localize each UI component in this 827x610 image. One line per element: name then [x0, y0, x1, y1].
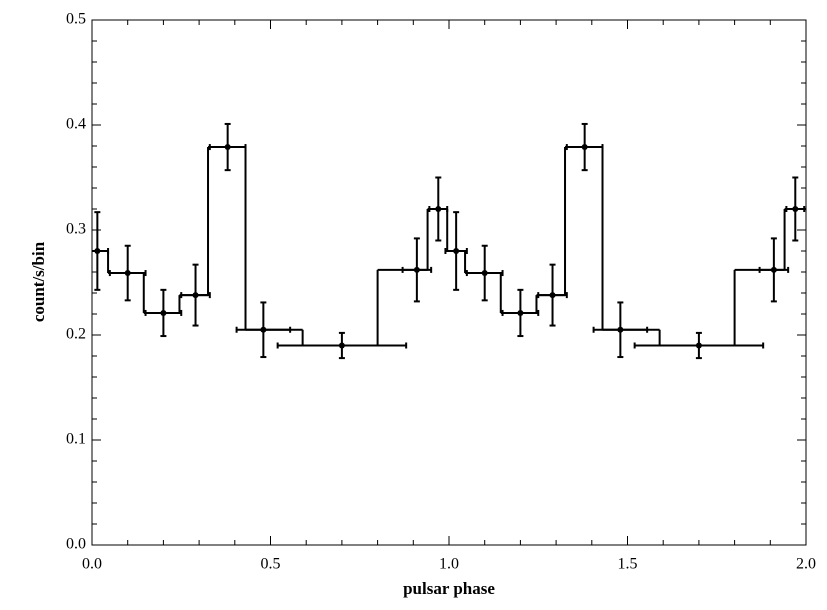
data-point: [94, 248, 101, 254]
x-axis-title: pulsar phase: [403, 579, 495, 598]
data-point: [124, 270, 131, 277]
data-point: [453, 248, 460, 254]
y-tick-label: 0.1: [66, 431, 86, 448]
x-tick-label: 1.0: [439, 556, 459, 573]
y-tick-label: 0.0: [66, 536, 86, 553]
data-point: [192, 292, 199, 299]
data-point: [160, 309, 167, 316]
y-tick-label: 0.4: [66, 116, 86, 133]
x-tick-label: 0.0: [82, 556, 102, 573]
data-point: [435, 206, 442, 212]
data-point: [224, 144, 231, 151]
data-point: [695, 342, 702, 349]
data-point: [770, 266, 777, 273]
data-point: [338, 342, 345, 349]
x-tick-label: 0.5: [261, 556, 281, 573]
data-point: [617, 326, 624, 333]
data-point: [792, 206, 799, 212]
data-point: [517, 309, 524, 316]
data-point: [481, 270, 488, 277]
data-point: [549, 292, 556, 299]
y-tick-label: 0.3: [66, 221, 86, 238]
x-tick-label: 1.5: [618, 556, 638, 573]
x-tick-label: 2.0: [796, 556, 816, 573]
y-tick-label: 0.5: [66, 11, 86, 28]
data-point: [413, 266, 420, 273]
data-point: [260, 326, 267, 333]
y-tick-label: 0.2: [66, 326, 86, 343]
plot-frame: [91, 19, 807, 546]
y-axis-title: count/s/bin: [29, 241, 48, 322]
data-point: [581, 144, 588, 151]
plot-area: [92, 122, 806, 360]
